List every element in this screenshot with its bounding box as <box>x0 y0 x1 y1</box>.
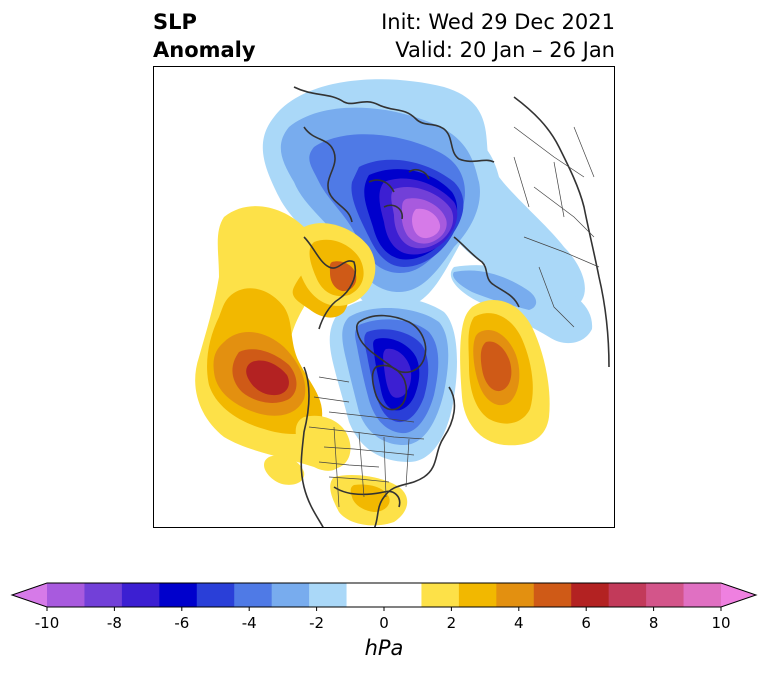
coastline-scandinavia <box>303 126 353 223</box>
anomaly-fill <box>195 79 593 526</box>
colorbar-tick-label: 8 <box>648 614 659 632</box>
init-date: Init: Wed 29 Dec 2021 <box>381 10 615 34</box>
colorbar-extend-min <box>12 583 47 607</box>
coastline-hudson-bay <box>371 364 408 411</box>
colorbar-cell <box>646 583 685 607</box>
colorbar-cell <box>384 583 422 607</box>
colorbar-tick-label: 6 <box>581 614 591 632</box>
colorbar-unit-label: hPa <box>364 636 404 660</box>
title-variable: SLP <box>153 10 197 34</box>
title-field: Anomaly <box>153 38 256 62</box>
colorbar-cell <box>458 583 497 607</box>
title-left: SLP Anomaly <box>153 8 256 64</box>
border-lines-asia <box>513 126 600 328</box>
colorbar-cell <box>608 583 647 607</box>
colorbar-cell <box>496 583 535 607</box>
colorbar-cells <box>12 583 756 607</box>
colorbar-cell <box>47 583 85 607</box>
colorbar-tick-label: 10 <box>711 614 731 632</box>
colorbar-cell <box>346 583 385 607</box>
colorbar-tick-label: 2 <box>446 614 457 632</box>
coastlines <box>293 86 610 527</box>
colorbar-cell <box>683 583 722 607</box>
colorbar-tick-label: -6 <box>174 614 190 632</box>
coastline-siberia <box>453 236 520 308</box>
colorbar <box>10 582 758 611</box>
colorbar-tick-label: -8 <box>106 614 122 632</box>
colorbar-cell <box>533 583 572 607</box>
colorbar-cell <box>271 583 310 607</box>
colorbar-cell <box>121 583 160 607</box>
colorbar-tick-label: 4 <box>514 614 524 632</box>
negative-anomaly-hudson-bay <box>329 297 457 462</box>
colorbar-cell <box>84 583 123 607</box>
colorbar-tick-label: -2 <box>309 614 325 632</box>
coastline-europe <box>293 86 495 163</box>
coastline-north-america-east <box>373 386 456 527</box>
coastline-alaska <box>303 236 357 330</box>
colorbar-extend-max <box>721 583 756 607</box>
colorbar-tick-label: -4 <box>241 614 257 632</box>
colorbar-cell <box>234 583 273 607</box>
country-borders <box>308 126 600 508</box>
map-panel <box>153 66 615 528</box>
colorbar-ticks <box>46 607 722 611</box>
colorbar-cell <box>421 583 460 607</box>
map-svg <box>195 79 610 527</box>
coastline-gulf <box>333 486 401 508</box>
coastline-north-america-west <box>300 366 324 527</box>
coastline-asia-east <box>513 96 610 368</box>
negative-anomaly-arctic <box>262 79 585 313</box>
positive-anomaly-atlantic <box>460 299 550 446</box>
colorbar-cell <box>571 583 610 607</box>
colorbar-cell <box>196 583 235 607</box>
colorbar-tick-label: 0 <box>379 614 389 632</box>
colorbar-cell <box>309 583 348 607</box>
coastline-greenland <box>355 314 427 374</box>
colorbar-tick-label: -10 <box>34 614 60 632</box>
coastline-arctic-islands <box>368 169 430 220</box>
title-right: Init: Wed 29 Dec 2021 Valid: 20 Jan – 26… <box>381 8 615 64</box>
border-lines-north-america <box>308 426 425 508</box>
border-lines-canada <box>313 376 415 423</box>
valid-range: Valid: 20 Jan – 26 Jan <box>395 38 615 62</box>
colorbar-cell <box>159 583 198 607</box>
